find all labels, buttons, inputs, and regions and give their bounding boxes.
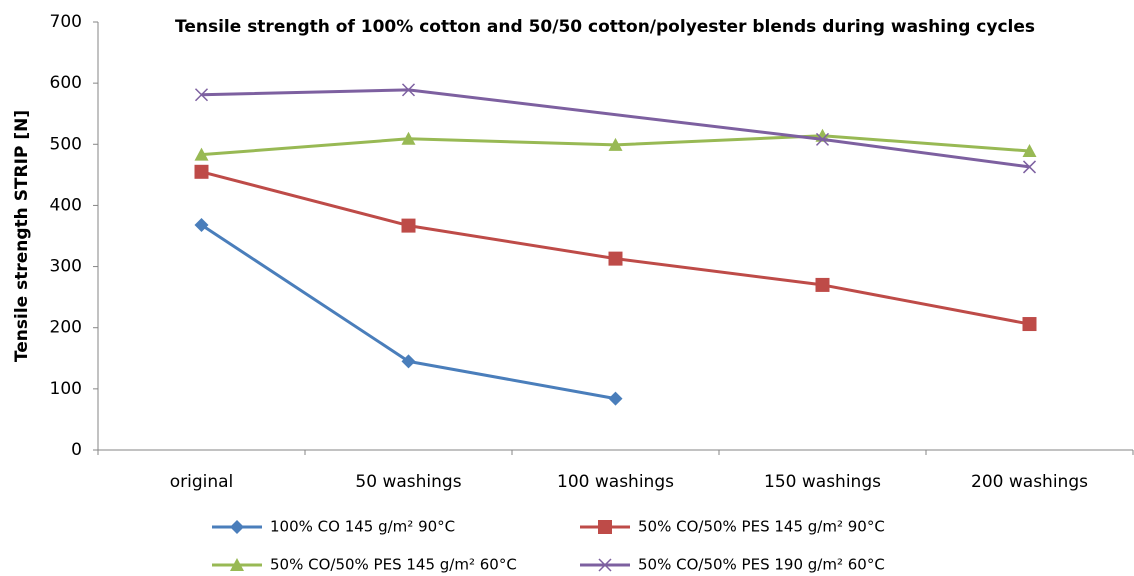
marker bbox=[608, 251, 623, 266]
y-tick-label: 200 bbox=[50, 318, 82, 338]
legend-label: 50% CO/50% PES 190 g/m² 60°C bbox=[638, 556, 885, 574]
marker bbox=[194, 217, 209, 232]
y-tick-label: 300 bbox=[50, 257, 82, 277]
marker bbox=[608, 391, 623, 406]
y-tick-label: 600 bbox=[50, 73, 82, 93]
x-tick-label: 200 washings bbox=[971, 472, 1088, 492]
legend-marker bbox=[230, 558, 244, 571]
x-tick-label: 50 washings bbox=[355, 472, 461, 492]
marker bbox=[194, 88, 209, 102]
marker bbox=[608, 137, 623, 151]
x-tick-label: 150 washings bbox=[764, 472, 881, 492]
legend-marker bbox=[230, 520, 244, 534]
marker bbox=[194, 147, 209, 161]
chart-title: Tensile strength of 100% cotton and 50/5… bbox=[175, 17, 1035, 37]
marker bbox=[815, 132, 830, 146]
series-line bbox=[201, 170, 1030, 326]
legend-label: 100% CO 145 g/m² 90°C bbox=[270, 518, 455, 536]
marker bbox=[194, 164, 209, 179]
y-tick-label: 400 bbox=[50, 195, 82, 215]
marker bbox=[401, 354, 416, 369]
y-tick-label: 500 bbox=[50, 134, 82, 154]
marker bbox=[1022, 317, 1037, 332]
x-tick-label: original bbox=[170, 472, 234, 492]
marker bbox=[1022, 160, 1037, 174]
legend-marker bbox=[598, 558, 612, 572]
x-tick-label: 100 washings bbox=[557, 472, 674, 492]
marker bbox=[815, 277, 830, 292]
legend-label: 50% CO/50% PES 145 g/m² 90°C bbox=[638, 518, 885, 536]
legend-marker bbox=[598, 520, 612, 534]
marker bbox=[1022, 144, 1037, 158]
y-tick-label: 0 bbox=[71, 440, 82, 460]
series-line bbox=[200, 223, 616, 401]
series-line bbox=[201, 88, 1030, 169]
marker bbox=[401, 218, 416, 233]
marker bbox=[401, 83, 416, 97]
y-axis-label: Tensile strength STRIP [N] bbox=[12, 110, 32, 362]
y-tick-label: 700 bbox=[50, 12, 82, 32]
marker bbox=[401, 131, 416, 145]
y-tick-label: 100 bbox=[50, 379, 82, 399]
legend-label: 50% CO/50% PES 145 g/m² 60°C bbox=[270, 556, 517, 574]
